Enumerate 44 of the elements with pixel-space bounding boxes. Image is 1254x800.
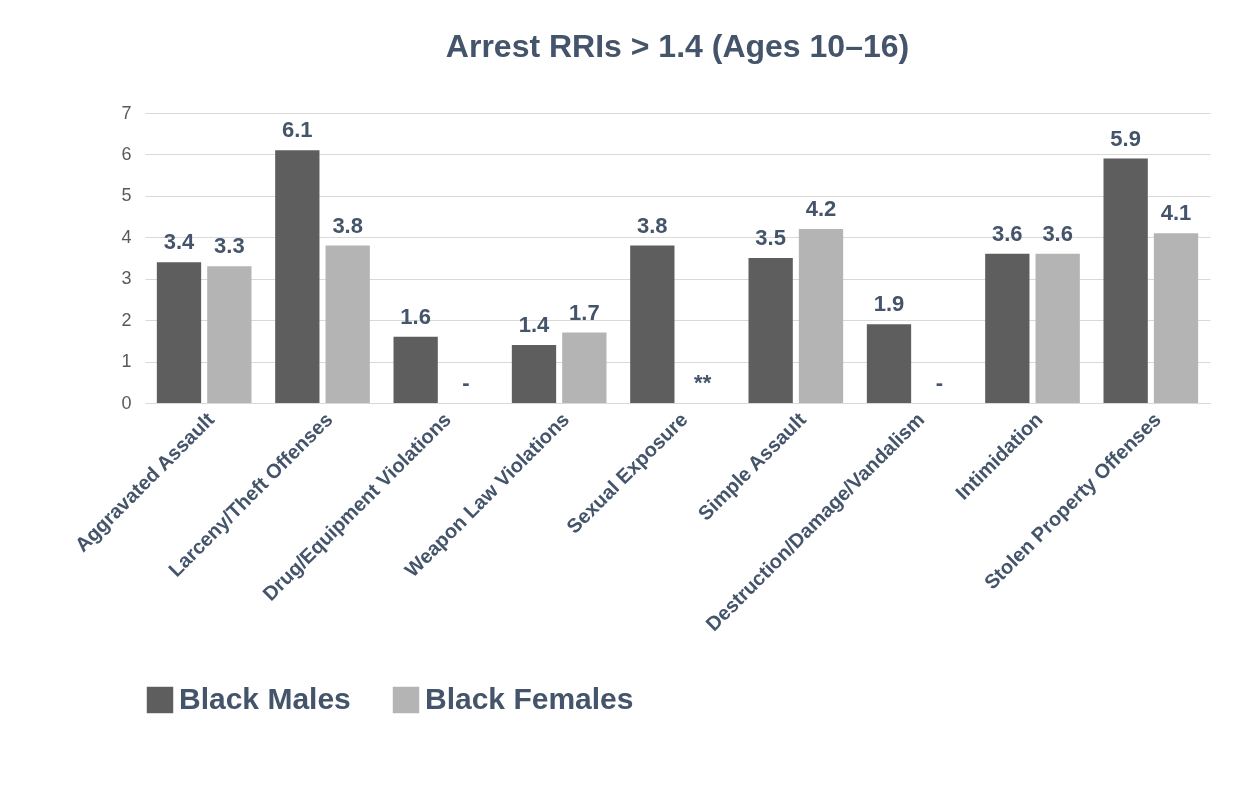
data-label: 3.4 (163, 229, 196, 255)
bar (325, 245, 370, 403)
data-label: 1.6 (400, 303, 431, 329)
y-tick-label: 3 (121, 268, 132, 289)
data-label: 4.1 (1160, 200, 1192, 226)
bar (866, 324, 912, 403)
bar (562, 332, 607, 403)
data-label: 3.6 (992, 220, 1023, 246)
text: - (935, 370, 944, 395)
bar (511, 345, 557, 403)
y-tick-label: 6 (121, 143, 132, 164)
bar (1035, 253, 1080, 403)
data-label: 1.4 (518, 312, 551, 337)
y-tick-label: 7 (121, 102, 132, 123)
data-label: 4.2 (805, 196, 837, 221)
bar (207, 266, 252, 403)
bar (630, 245, 675, 403)
text: ** (694, 370, 712, 395)
data-label: 3.6 (1042, 220, 1073, 246)
data-label: 3.8 (637, 212, 668, 238)
data-label: 6.1 (282, 117, 313, 143)
data-label: 1.9 (873, 291, 905, 317)
data-label: 3.8 (332, 212, 363, 238)
bar (275, 150, 320, 403)
bar (748, 258, 793, 403)
bar (393, 336, 438, 403)
bar (985, 253, 1030, 403)
chart-title: Arrest RRIs > 1.4 (Ages 10–16) (445, 28, 910, 64)
y-tick-label: 1 (121, 351, 132, 372)
text: - (462, 370, 470, 395)
data-label: 3.3 (214, 233, 245, 259)
data-label: 1.7 (569, 299, 600, 325)
legend-label: Black Males (179, 682, 351, 715)
y-tick-label: 0 (121, 392, 132, 413)
data-label: 5.9 (1110, 125, 1141, 151)
bar (1103, 158, 1148, 403)
y-tick-label: 4 (121, 226, 132, 247)
bar (156, 262, 202, 403)
bar (1153, 233, 1199, 403)
data-label: 3.5 (755, 225, 786, 250)
y-tick-label: 5 (121, 185, 132, 206)
y-tick-label: 2 (121, 309, 132, 330)
legend-label: Black Females (425, 682, 634, 715)
bar (798, 229, 844, 403)
